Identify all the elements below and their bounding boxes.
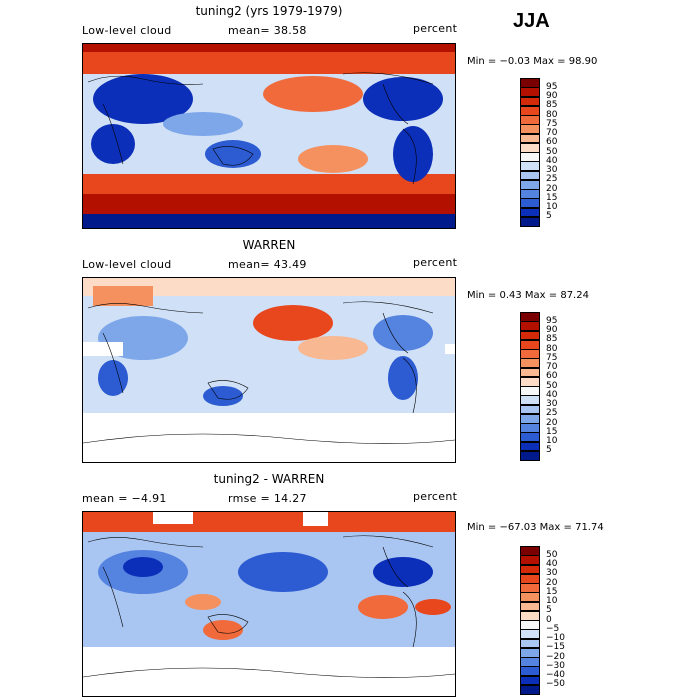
colorbar-tick-label: −15: [546, 642, 565, 653]
panel-1-south-america-region: [393, 126, 433, 182]
panel-2-minmax: Min = 0.43 Max = 87.24: [467, 290, 589, 301]
colorbar-tick-label: 70: [546, 128, 558, 138]
panel-3-mean-label: mean = −4.91: [82, 492, 167, 505]
colorbar-tick-label: 30: [546, 165, 558, 175]
panel-3-map-svg: [83, 512, 455, 696]
colorbar-cell: [520, 450, 540, 461]
colorbar-tick-label: 15: [546, 586, 558, 597]
panel-2-map: [82, 277, 456, 463]
colorbar-tick-label: 0: [546, 614, 552, 625]
panel-1-variable-label: Low-level cloud: [82, 24, 172, 37]
panel-1-map: [82, 43, 456, 229]
panel-3-southeast-pacific-diff: [358, 595, 408, 619]
colorbar-tick-label: 30: [546, 568, 558, 579]
colorbar-tick-label: 40: [546, 389, 558, 400]
panel-3-arctic-band: [83, 512, 455, 532]
panel-1-title: tuning2 (yrs 1979-1979): [195, 4, 343, 18]
colorbar-tick-label: 20: [546, 577, 558, 588]
colorbar-tick-label: 90: [546, 91, 558, 101]
colorbar-tick-label: 95: [546, 81, 558, 92]
colorbar-cell: [520, 684, 540, 695]
colorbar-tick-label: 80: [546, 109, 558, 120]
panel-2-title: WARREN: [242, 238, 296, 252]
colorbar-tick-label: 85: [546, 100, 558, 111]
colorbar-tick-label: −5: [546, 623, 560, 634]
panel-3-north-america-region: [373, 557, 433, 587]
panel-3-colorbar: 50 40 30 20 15 10 5 0 −5 −10 −15 −20 −30 −40 −50: [520, 546, 590, 695]
panel-3-coastlines: [83, 535, 455, 678]
colorbar-tick-label: 15: [546, 192, 558, 203]
colorbar-tick-label: −40: [546, 670, 565, 680]
panel-3-unit-label: percent: [413, 490, 458, 503]
colorbar-tick-label: 25: [546, 174, 558, 185]
panel-2-mean-label: mean= 43.49: [228, 258, 307, 271]
panel-2-variable-label: Low-level cloud: [82, 258, 172, 271]
panel-2-north-pacific-cloud: [253, 305, 333, 341]
colorbar-tick-label: 75: [546, 118, 558, 129]
panel-1-asia-region: [93, 74, 193, 124]
panel-1-north-pacific-cloud: [263, 76, 363, 112]
colorbar-tick-label: 75: [546, 352, 558, 363]
colorbar-tick-label: −20: [546, 651, 565, 662]
panel-1-australia-region: [205, 140, 261, 168]
colorbar-tick-label: 5: [546, 605, 552, 616]
colorbar-tick-label: −50: [546, 679, 565, 690]
colorbar-tick-label: 60: [546, 137, 558, 148]
colorbar-tick-label: 40: [546, 155, 558, 166]
colorbar-tick-label: 50: [546, 146, 558, 157]
colorbar-tick-label: 5: [546, 211, 552, 222]
colorbar-tick-label: 80: [546, 343, 558, 354]
panel-1-mean-label: mean= 38.58: [228, 24, 307, 37]
colorbar-tick-label: 20: [546, 183, 558, 194]
colorbar-tick-label: 40: [546, 559, 558, 569]
panel-1-africa-region: [91, 124, 135, 164]
colorbar-tick-label: 15: [546, 426, 558, 437]
panel-2-colorbar: 95 90 85 80 75 70 60 50 40 30 25 20 15 10 5: [520, 312, 590, 461]
colorbar-tick-label: −30: [546, 660, 565, 671]
panel-1-minmax: Min = −0.03 Max = 98.90: [467, 56, 598, 67]
colorbar-tick-label: 10: [546, 596, 558, 606]
colorbar-tick-label: 85: [546, 334, 558, 345]
panel-3-minmax: Min = −67.03 Max = 71.74: [467, 522, 604, 533]
colorbar-tick-label: 50: [546, 549, 558, 560]
colorbar-tick-label: 30: [546, 399, 558, 409]
colorbar-tick-label: 25: [546, 408, 558, 419]
panel-3-rmse-label: rmse = 14.27: [228, 492, 307, 505]
colorbar-tick-label: 95: [546, 315, 558, 326]
panel-1-north-america-region: [363, 77, 443, 121]
panel-2-coastlines: [83, 301, 455, 444]
colorbar-cell: [520, 216, 540, 227]
colorbar-tick-label: 10: [546, 436, 558, 446]
colorbar-tick-label: 5: [546, 445, 552, 456]
panel-2-unit-label: percent: [413, 256, 458, 269]
panel-3-map: [82, 511, 456, 697]
panel-2-map-svg: [83, 278, 455, 462]
season-label: JJA: [513, 10, 550, 32]
panel-1-coastlines: [87, 72, 434, 185]
panel-1-unit-label: percent: [413, 22, 458, 35]
colorbar-tick-label: −10: [546, 633, 565, 643]
colorbar-tick-label: 50: [546, 380, 558, 391]
colorbar-tick-label: 70: [546, 362, 558, 372]
colorbar-tick-label: 10: [546, 202, 558, 212]
panel-1-map-svg: [83, 44, 455, 228]
colorbar-tick-label: 20: [546, 417, 558, 428]
panel-1-southeast-pacific-cloud: [298, 145, 368, 173]
panel-3-title: tuning2 - WARREN: [213, 472, 325, 486]
colorbar-tick-label: 60: [546, 371, 558, 382]
panel-3-australia-diff: [203, 620, 243, 640]
colorbar-tick-label: 90: [546, 325, 558, 335]
panel-1-colorbar: 95 90 85 80 75 70 60 50 40 30 25 20 15 10 5: [520, 78, 590, 227]
